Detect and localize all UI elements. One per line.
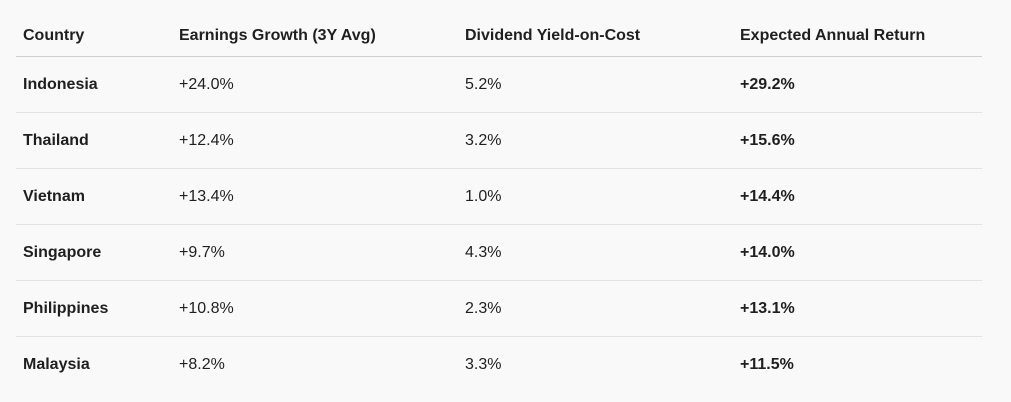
dividend-yield-cell: 5.2% [465, 75, 502, 93]
country-cell: Thailand [23, 131, 89, 149]
earnings-growth-cell: +12.4% [179, 131, 234, 149]
dividend-yield-cell: 4.3% [465, 243, 502, 261]
country-cell: Singapore [23, 243, 102, 261]
earnings-growth-cell: +13.4% [179, 187, 234, 205]
country-cell: Vietnam [23, 187, 85, 205]
table-row: Vietnam +13.4% 1.0% +14.4% [16, 169, 982, 225]
expected-return-cell: +13.1% [740, 299, 795, 317]
column-header-earnings-growth[interactable]: Earnings Growth (3Y Avg) [179, 27, 376, 44]
dividend-yield-cell: 2.3% [465, 299, 502, 317]
earnings-growth-cell: +24.0% [179, 75, 234, 93]
earnings-growth-cell: +8.2% [179, 356, 225, 373]
country-cell: Malaysia [23, 356, 90, 373]
country-cell: Indonesia [23, 75, 98, 93]
column-header-dividend-yield[interactable]: Dividend Yield-on-Cost [465, 27, 641, 44]
expected-return-cell: +14.0% [740, 243, 795, 261]
table-row: Indonesia +24.0% 5.2% +29.2% [16, 57, 982, 113]
table-row: Singapore +9.7% 4.3% +14.0% [16, 225, 982, 281]
returns-table: Country Earnings Growth (3Y Avg) Dividen… [16, 14, 982, 393]
earnings-growth-cell: +10.8% [179, 299, 234, 317]
expected-return-cell: +14.4% [740, 187, 795, 205]
table-row: Thailand +12.4% 3.2% +15.6% [16, 113, 982, 169]
dividend-yield-cell: 1.0% [465, 187, 502, 205]
table-row: Malaysia +8.2% 3.3% +11.5% [16, 337, 982, 393]
dividend-yield-cell: 3.2% [465, 131, 502, 149]
country-cell: Philippines [23, 299, 109, 317]
column-header-country[interactable]: Country [23, 27, 85, 44]
table-header-row: Country Earnings Growth (3Y Avg) Dividen… [16, 14, 982, 57]
expected-return-cell: +11.5% [740, 356, 794, 373]
expected-return-cell: +15.6% [740, 131, 795, 149]
dividend-yield-cell: 3.3% [465, 356, 502, 373]
column-header-expected-return[interactable]: Expected Annual Return [740, 27, 926, 44]
table-row: Philippines +10.8% 2.3% +13.1% [16, 281, 982, 337]
earnings-growth-cell: +9.7% [179, 243, 225, 261]
expected-return-cell: +29.2% [740, 75, 795, 93]
